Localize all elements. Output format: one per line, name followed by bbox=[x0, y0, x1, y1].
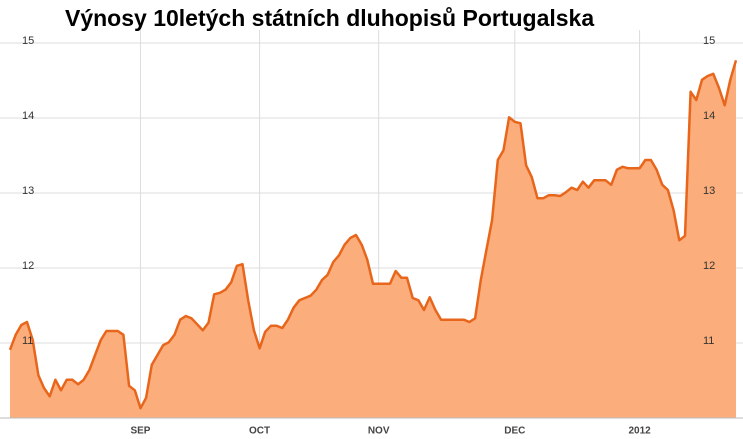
y-tick-label: 13 bbox=[22, 185, 34, 197]
y-tick-label: 12 bbox=[22, 260, 34, 272]
x-tick-label: SEP bbox=[130, 426, 150, 437]
x-tick-label: DEC bbox=[504, 426, 525, 437]
x-tick-label: NOV bbox=[368, 426, 390, 437]
y-tick-label-right: 12 bbox=[703, 260, 715, 272]
y-tick-label-right: 14 bbox=[703, 110, 715, 122]
y-tick-label-right: 13 bbox=[703, 185, 715, 197]
y-tick-label: 15 bbox=[22, 35, 34, 47]
y-tick-label-right: 15 bbox=[703, 35, 715, 47]
x-tick-label: OCT bbox=[249, 426, 270, 437]
y-tick-label-right: 11 bbox=[703, 335, 714, 347]
x-tick-label: 2012 bbox=[628, 426, 651, 437]
chart-title: Výnosy 10letých státních dluhopisů Portu… bbox=[65, 5, 594, 31]
area bbox=[10, 60, 736, 419]
y-tick-label: 14 bbox=[22, 110, 34, 122]
line bbox=[8, 59, 738, 410]
y-tick-label: 11 bbox=[22, 335, 33, 347]
